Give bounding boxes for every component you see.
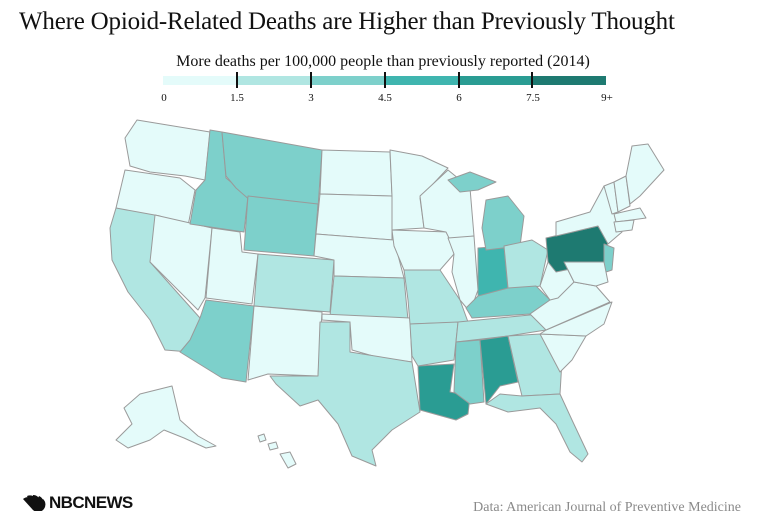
state-louisiana[interactable] [417, 363, 471, 421]
nbc-news-logo: NBCNEWS [20, 493, 133, 512]
state-connecticut[interactable] [613, 219, 635, 233]
state-new-mexico[interactable] [247, 305, 323, 381]
color-legend [163, 76, 606, 85]
peacock-icon [23, 495, 46, 511]
state-new-york[interactable] [555, 185, 623, 245]
legend-tick-label: 6 [456, 92, 462, 104]
legend-tick [236, 72, 238, 88]
legend-swatch [458, 76, 533, 85]
state-texas[interactable] [269, 321, 421, 467]
legend-tick-label: 9+ [601, 92, 613, 104]
legend-tick-label: 0 [161, 92, 167, 104]
state-florida[interactable] [485, 393, 589, 463]
state-wyoming[interactable] [243, 195, 319, 257]
state-arkansas[interactable] [409, 321, 459, 367]
legend-tick [384, 72, 386, 88]
state-colorado[interactable] [253, 253, 335, 313]
state-maine[interactable] [625, 143, 665, 205]
legend-tick [310, 72, 312, 88]
data-source: Data: American Journal of Preventive Med… [473, 500, 741, 515]
state-mississippi[interactable] [453, 339, 485, 405]
legend-title: More deaths per 100,000 people than prev… [176, 53, 590, 70]
state-alaska[interactable] [115, 385, 217, 449]
chart-title: Where Opioid-Related Deaths are Higher t… [19, 8, 675, 35]
legend-swatch [384, 76, 459, 85]
legend-tick-label: 7.5 [526, 92, 540, 104]
state-kansas[interactable] [329, 275, 409, 321]
state-hawaii[interactable] [257, 433, 297, 469]
legend-swatch [310, 76, 385, 85]
state-iowa[interactable] [391, 229, 455, 271]
state-massachusetts[interactable] [613, 207, 647, 223]
legend-tick-label: 1.5 [230, 92, 244, 104]
legend-swatch [532, 76, 606, 85]
state-south-dakota[interactable] [315, 193, 393, 241]
legend-swatch [163, 76, 237, 85]
state-illinois[interactable] [447, 235, 479, 313]
legend-tick-label: 4.5 [378, 92, 392, 104]
legend-tick [531, 72, 533, 88]
state-north-carolina[interactable] [539, 301, 613, 337]
brand-name: NBCNEWS [49, 493, 133, 512]
state-kentucky[interactable] [465, 285, 551, 319]
state-new-hampshire[interactable] [613, 175, 631, 213]
state-tennessee[interactable] [455, 313, 547, 343]
state-north-dakota[interactable] [319, 149, 393, 197]
legend-tick-label: 3 [308, 92, 314, 104]
legend-swatch [236, 76, 311, 85]
state-alabama[interactable] [479, 335, 519, 405]
state-maryland-delaware[interactable] [563, 261, 609, 287]
legend-tick [458, 72, 460, 88]
state-washington[interactable] [124, 119, 211, 181]
